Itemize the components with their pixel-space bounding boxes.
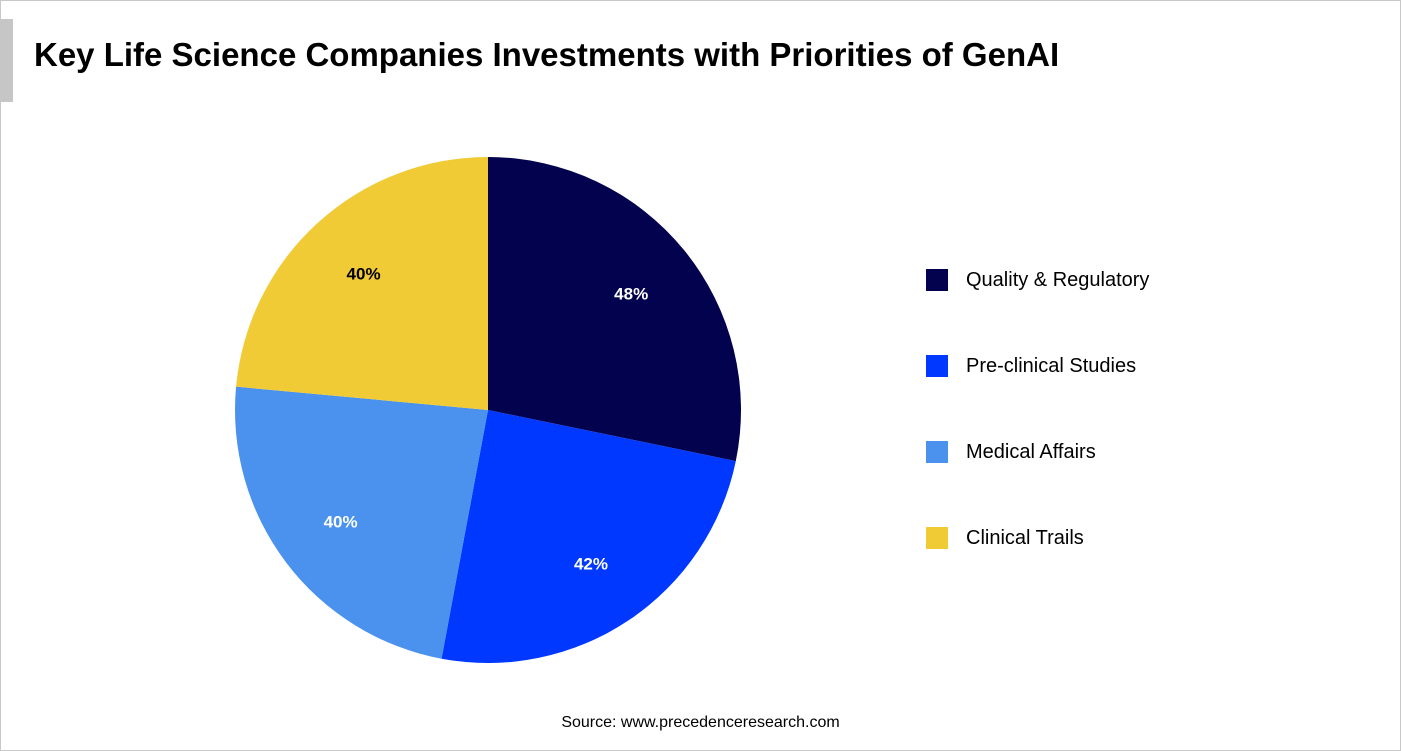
data-label-2: 40% bbox=[324, 512, 358, 531]
legend-swatch bbox=[926, 269, 948, 291]
legend-swatch bbox=[926, 441, 948, 463]
pie-slice-1 bbox=[441, 410, 736, 663]
legend-label: Pre-clinical Studies bbox=[966, 354, 1137, 377]
legend-item-1: Pre-clinical Studies bbox=[926, 354, 1149, 378]
legend-item-3: Clinical Trails bbox=[926, 526, 1149, 550]
source-note: Source: www.precedenceresearch.com bbox=[561, 714, 840, 731]
legend: Quality & Regulatory Pre-clinical Studie… bbox=[926, 268, 1149, 612]
legend-swatch bbox=[926, 527, 948, 549]
pie-slice-3 bbox=[236, 157, 488, 410]
pie-slice-0 bbox=[488, 157, 741, 462]
pie-slice-2 bbox=[235, 386, 488, 659]
legend-item-0: Quality & Regulatory bbox=[926, 268, 1149, 292]
title-accent-bar bbox=[0, 19, 13, 102]
chart-title: Key Life Science Companies Investments w… bbox=[34, 36, 1060, 73]
data-label-1: 42% bbox=[574, 554, 608, 573]
legend-item-2: Medical Affairs bbox=[926, 440, 1149, 464]
legend-label: Medical Affairs bbox=[966, 440, 1096, 463]
data-label-3: 40% bbox=[347, 265, 381, 284]
legend-label: Clinical Trails bbox=[966, 526, 1084, 549]
legend-swatch bbox=[926, 355, 948, 377]
legend-label: Quality & Regulatory bbox=[966, 268, 1150, 291]
data-label-0: 48% bbox=[614, 284, 648, 303]
